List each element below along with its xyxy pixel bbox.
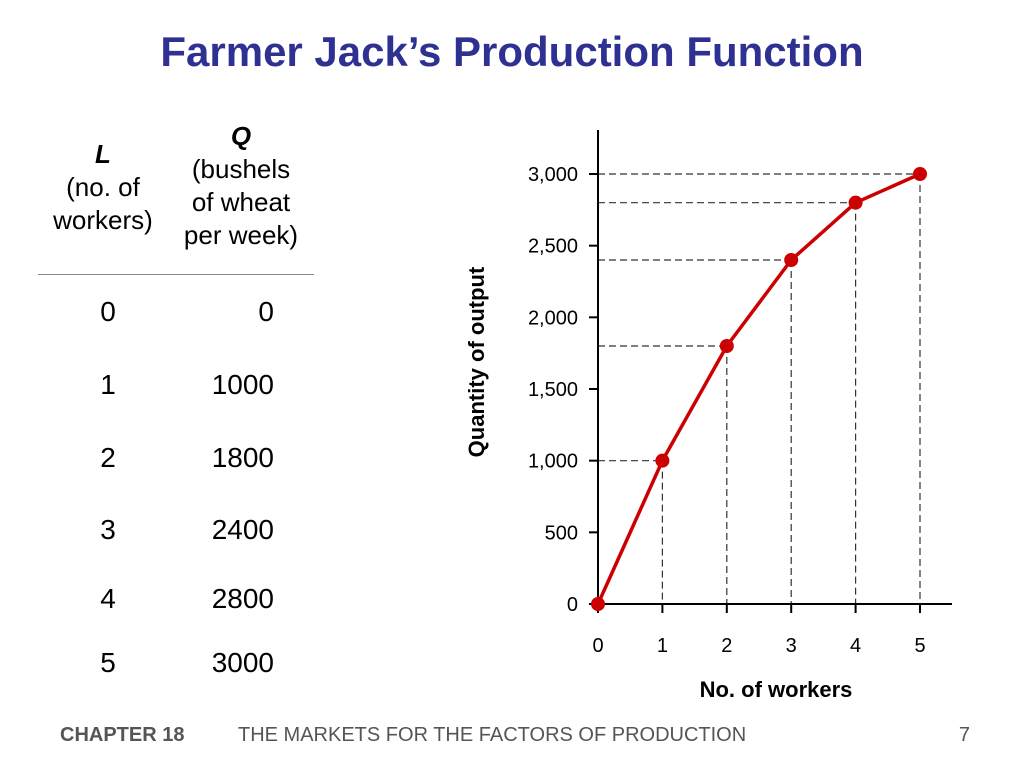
x-tick-label: 5	[914, 635, 925, 657]
series-line	[596, 172, 921, 605]
data-point	[784, 253, 799, 267]
table-cell-quantity: 1000	[211, 369, 274, 400]
table-cell-labor: 0	[100, 296, 116, 327]
data-point	[655, 453, 670, 468]
table-cell-labor: 1	[100, 369, 116, 400]
table-cell-quantity: 0	[258, 296, 274, 327]
x-tick-label: 3	[786, 635, 797, 657]
footer-chapter: CHAPTER 18	[60, 724, 185, 746]
y-tick-label: 3,000	[528, 164, 578, 186]
table-cell-labor: 3	[100, 514, 116, 545]
data-point	[591, 597, 605, 611]
header-quantity-line1: (bushels	[191, 154, 291, 184]
y-tick-label: 2,500	[528, 236, 578, 258]
y-tick-label: 1,000	[528, 451, 578, 473]
header-quantity: Q (bushels of wheat per week)	[168, 120, 314, 252]
x-tick-label: 0	[592, 635, 603, 657]
x-tick-label: 1	[657, 635, 668, 657]
y-tick-label: 1,500	[528, 379, 578, 401]
y-tick-label: 0	[567, 594, 578, 616]
slide-title: Farmer Jack’s Production Function	[160, 28, 864, 75]
header-labor-symbol: L	[95, 139, 111, 169]
data-point	[848, 195, 863, 210]
header-labor-line2: workers)	[53, 205, 153, 235]
x-tick-label: 2	[721, 635, 732, 657]
page-number: 7	[958, 724, 970, 746]
x-tick-label: 4	[850, 635, 861, 657]
table-cell-labor: 2	[100, 442, 116, 473]
header-labor: L (no. of workers)	[38, 138, 168, 237]
table-cell-quantity: 2400	[211, 514, 274, 545]
y-tick-label: 500	[545, 522, 578, 544]
header-labor-line1: (no. of	[66, 172, 140, 202]
table-cell-quantity: 2800	[211, 583, 274, 614]
data-point	[719, 339, 734, 353]
x-axis-label: No. of workers	[700, 677, 853, 702]
table-cell-quantity: 3000	[211, 647, 274, 678]
footer-subject: THE MARKETS FOR THE FACTORS OF PRODUCTIO…	[238, 724, 747, 746]
header-quantity-symbol: Q	[230, 121, 252, 151]
y-axis-label: Quantity of output	[464, 266, 489, 457]
table-cell-quantity: 1800	[211, 442, 274, 473]
header-quantity-line2: of wheat	[191, 187, 291, 217]
y-tick-label: 2,000	[528, 307, 578, 329]
table-cell-labor: 4	[100, 583, 116, 614]
table-cell-labor: 5	[100, 647, 116, 678]
header-rule	[38, 274, 314, 275]
header-quantity-line3: per week)	[183, 220, 299, 250]
data-point	[913, 167, 927, 181]
